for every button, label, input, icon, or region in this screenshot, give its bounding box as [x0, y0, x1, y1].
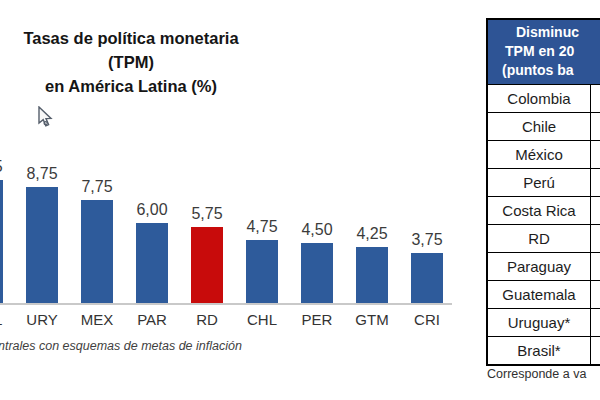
country-cell: Costa Rica	[488, 197, 591, 224]
table-row: RD	[488, 225, 600, 253]
table-footnote: Corresponde a va	[487, 367, 586, 381]
chart-title-line2: en América Latina (%)	[0, 74, 262, 98]
chart-title: Tasas de política monetaria (TPM) en Amé…	[0, 26, 262, 98]
tpm-decrease-table: Disminuc TPM en 20 (puntos ba Colombia C…	[486, 18, 600, 366]
table-header: Disminuc TPM en 20 (puntos ba	[488, 20, 600, 85]
country-cell: RD	[488, 225, 591, 252]
value-cell	[591, 253, 600, 280]
value-cell	[591, 113, 600, 140]
bar-value-label: 3,75	[395, 231, 459, 249]
tpm-bar-chart: Tasas de política monetaria (TPM) en Amé…	[0, 0, 480, 400]
country-cell: México	[488, 141, 591, 168]
bar-PAR	[136, 223, 168, 303]
table-row: Perú	[488, 169, 600, 197]
value-cell	[591, 281, 600, 308]
value-cell	[591, 309, 600, 336]
country-cell: Colombia	[488, 85, 591, 112]
bar-MEX	[81, 200, 113, 303]
bar-value-label: 7,75	[65, 178, 129, 196]
table-row: Paraguay	[488, 253, 600, 281]
value-cell	[591, 169, 600, 196]
country-cell: Paraguay	[488, 253, 591, 280]
chart-footnote: ntrales con esquemas de metas de inflaci…	[0, 339, 242, 353]
table-row: Colombia	[488, 85, 600, 113]
chart-title-line1: Tasas de política monetaria (TPM)	[0, 26, 262, 74]
bar-GTM	[356, 247, 388, 304]
value-cell	[591, 197, 600, 224]
table-row: México	[488, 141, 600, 169]
country-cell: Brasil*	[488, 337, 591, 364]
bar-CRI	[411, 253, 443, 303]
table-row: Costa Rica	[488, 197, 600, 225]
country-cell: Chile	[488, 113, 591, 140]
value-cell	[591, 337, 600, 364]
value-cell	[591, 85, 600, 112]
table-row: Chile	[488, 113, 600, 141]
bar-URY	[26, 187, 58, 304]
bar-PER	[301, 243, 333, 303]
value-cell	[591, 141, 600, 168]
table-header-line1: Disminuc	[516, 23, 600, 42]
axis-label-CRI: CRI	[395, 311, 459, 329]
table-header-line3: (puntos ba	[502, 61, 600, 80]
table-row: Brasil*	[488, 337, 600, 364]
table-header-line2: TPM en 20	[505, 42, 600, 61]
value-cell	[591, 225, 600, 252]
x-axis-line	[0, 303, 452, 305]
screenshot-stage: Tasas de política monetaria (TPM) en Amé…	[0, 0, 600, 400]
country-cell: Perú	[488, 169, 591, 196]
country-cell: Uruguay*	[488, 309, 591, 336]
country-cell: Guatemala	[488, 281, 591, 308]
bar-RD	[191, 227, 223, 304]
mouse-cursor-icon	[36, 106, 54, 130]
bar-COL	[0, 180, 3, 303]
table-row: Guatemala	[488, 281, 600, 309]
bar-CHL	[246, 240, 278, 303]
table-row: Uruguay*	[488, 309, 600, 337]
